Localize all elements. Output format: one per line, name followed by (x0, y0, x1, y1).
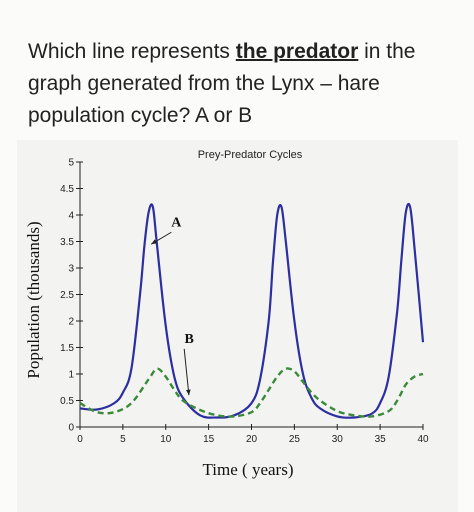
x-tick-label: 20 (246, 434, 258, 445)
annotation-arrowhead-b (186, 389, 191, 396)
chart-series (79, 202, 425, 419)
chart: 00.511.522.533.544.550 5 10 15 20 25 30 35 40 AB… (24, 149, 429, 479)
chart-title: Prey-Predator Cycles (198, 149, 303, 161)
x-tick-label: 10 (160, 434, 172, 445)
series-line-a (79, 202, 425, 419)
chart-annotations: AB (150, 215, 194, 396)
annotation-label-a: A (171, 215, 182, 230)
y-tick-label: 4 (68, 211, 74, 222)
x-tick-label: 5 (120, 434, 126, 445)
question-part1: Which line represents (28, 40, 236, 63)
x-axis-label: Time ( years) (203, 460, 294, 479)
y-tick-label: 5 (68, 158, 74, 169)
y-tick-label: 1 (68, 370, 74, 381)
y-tick-label: 3.5 (60, 237, 74, 248)
annotation-arrow-b (183, 348, 190, 396)
y-tick-label: 4.5 (60, 184, 74, 195)
series-line-b (79, 367, 424, 418)
question-emphasis: the predator (235, 40, 359, 63)
y-tick-label: 3 (68, 264, 74, 275)
y-tick-label: 2 (68, 317, 74, 328)
question-text: Which line represents the predator in th… (28, 36, 458, 132)
annotation-arrowhead-a (151, 239, 158, 245)
x-tick-label: 25 (289, 434, 301, 445)
x-tick-label: 40 (417, 434, 429, 445)
annotation-label-b: B (185, 332, 194, 347)
x-tick-label: 0 (77, 434, 83, 445)
y-tick-label: 2.5 (60, 290, 74, 301)
y-axis-label: Population (thousands) (24, 221, 43, 378)
chart-axes: 0 0.5 1 1.5 2 2.5 3 3.5 4 4.5 5 0 5 10 15 20 25 30 35 40 (60, 158, 429, 446)
x-tick-label: 15 (203, 434, 215, 445)
x-tick-label: 30 (332, 434, 344, 445)
y-tick-label: 1.5 (60, 343, 74, 354)
x-tick-label: 35 (375, 434, 387, 445)
y-tick-label: 0 (68, 423, 74, 434)
y-tick-label: 0.5 (60, 396, 74, 407)
question-part2: in the graph generated from the Lynx – h… (28, 40, 416, 127)
